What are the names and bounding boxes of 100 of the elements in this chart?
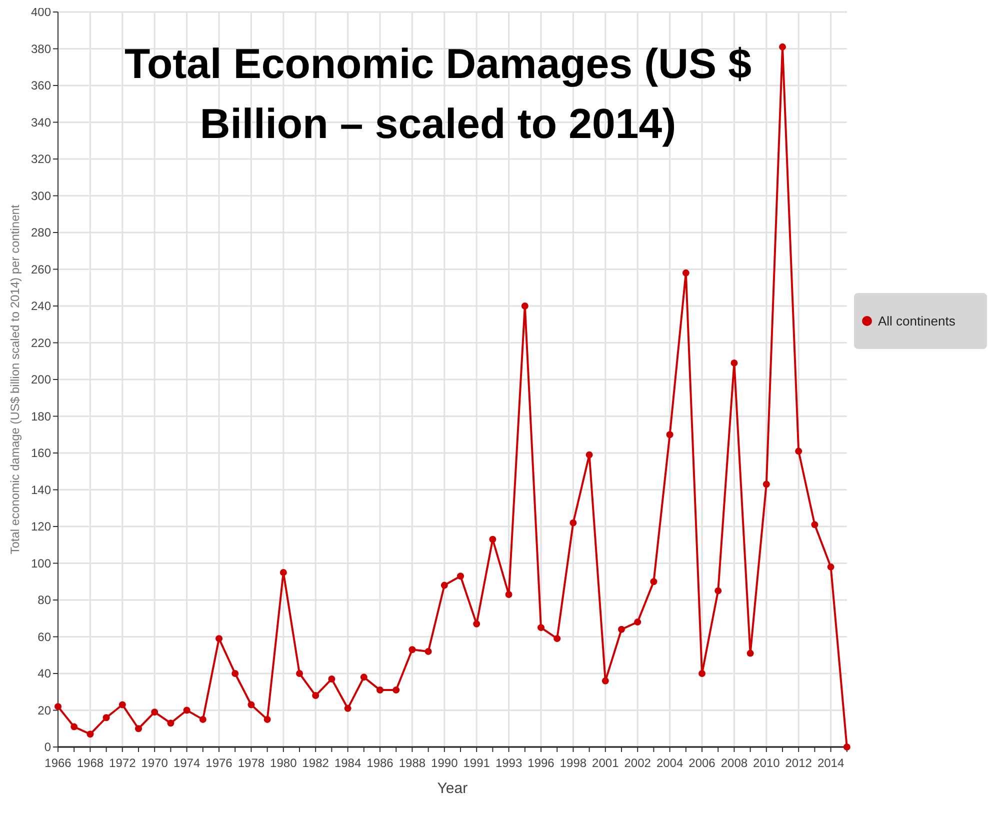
y-tick-label: 220 [30,336,52,350]
point [730,359,738,366]
point [392,686,400,694]
point [70,723,78,730]
point [827,563,834,570]
point [280,568,287,576]
y-tick-label: 200 [30,372,52,387]
point [698,670,706,677]
x-tick-label: 1993 [495,756,522,770]
y-tick-label: 280 [30,226,52,240]
y-tick-label: 100 [30,556,52,570]
point [762,480,770,488]
x-tick-label: 1972 [109,756,136,770]
point [440,582,448,589]
point [682,269,690,276]
point [232,670,239,677]
x-tick-label: 2014 [817,756,844,770]
point [135,725,142,732]
x-tick-label: 1968 [76,756,104,770]
point [795,448,802,455]
y-axis-title: Total economic damage (US$ billion scaled to 2014) per continent [8,204,22,554]
point [634,618,642,626]
point [151,708,158,716]
x-tick-label: 1991 [463,756,490,770]
point [554,635,561,642]
point [618,626,625,633]
point [408,646,416,654]
point [360,674,368,681]
y-tick-label: 20 [38,703,52,718]
x-tick-label: 1976 [206,756,233,770]
y-tick-label: 340 [30,115,52,130]
point [248,701,255,708]
x-tick-label: 1974 [173,756,200,770]
point [54,703,62,710]
x-tick-label: 1970 [141,756,168,770]
legend-label: All continents [878,314,956,329]
x-tick-label: 1996 [528,756,555,770]
point [264,716,271,723]
point [376,686,384,694]
x-tick-label: 1966 [44,756,72,770]
x-tick-label: 2004 [656,756,684,770]
x-tick-label: 1998 [560,756,587,770]
point [424,648,432,655]
point [746,650,754,657]
x-tick-label: 1988 [398,756,426,770]
point [714,587,722,594]
x-tick-label: 2008 [720,756,748,770]
point [473,620,480,628]
x-tick-label: 1982 [302,756,330,770]
point [779,43,786,50]
point [505,590,512,598]
y-tick-label: 80 [38,593,52,608]
x-tick-label: 2010 [753,756,780,770]
y-tick-label: 120 [30,520,52,534]
x-tick-label: 1980 [270,756,298,770]
y-tick-label: 0 [44,740,52,754]
point [586,451,593,458]
point [167,720,174,727]
point [199,716,206,723]
y-tick-label: 320 [30,152,52,166]
point [102,714,110,722]
point [570,519,577,526]
y-tick-label: 360 [30,78,52,93]
x-tick-label: 1986 [366,756,394,770]
x-tick-label: 1990 [431,756,458,770]
x-tick-label: 2012 [785,756,812,770]
point [118,701,126,708]
y-tick-label: 380 [30,42,52,56]
point [650,578,658,586]
point [216,635,222,642]
text: Total Economic Damages (US $ Billion – scaled to 2014) [124,40,752,147]
point [328,676,336,683]
y-tick-label: 400 [30,5,52,20]
point [602,677,609,684]
y-tick-label: 180 [30,409,52,424]
point [344,704,352,712]
y-tick-label: 260 [30,262,52,276]
point [811,521,818,528]
y-tick-label: 300 [30,188,52,203]
x-tick-label: 2001 [592,756,620,770]
point [666,431,674,438]
y-tick-label: 140 [30,482,52,497]
point [538,624,544,632]
point [312,692,320,700]
x-tick-label: 1978 [238,756,265,770]
x-tick-label: 2002 [624,756,652,770]
x-tick-label: 2006 [688,756,716,770]
y-tick-label: 160 [30,446,52,460]
y-tick-label: 240 [30,299,52,314]
x-axis-title: Year [437,780,468,797]
point [183,706,190,714]
point [843,744,850,750]
point [457,572,464,580]
y-tick-label: 60 [38,630,52,644]
point [521,302,528,310]
y-tick-label: 40 [38,666,52,681]
point [296,670,303,677]
point [86,730,94,738]
point [489,536,496,543]
x-tick-label: 1984 [334,756,362,770]
